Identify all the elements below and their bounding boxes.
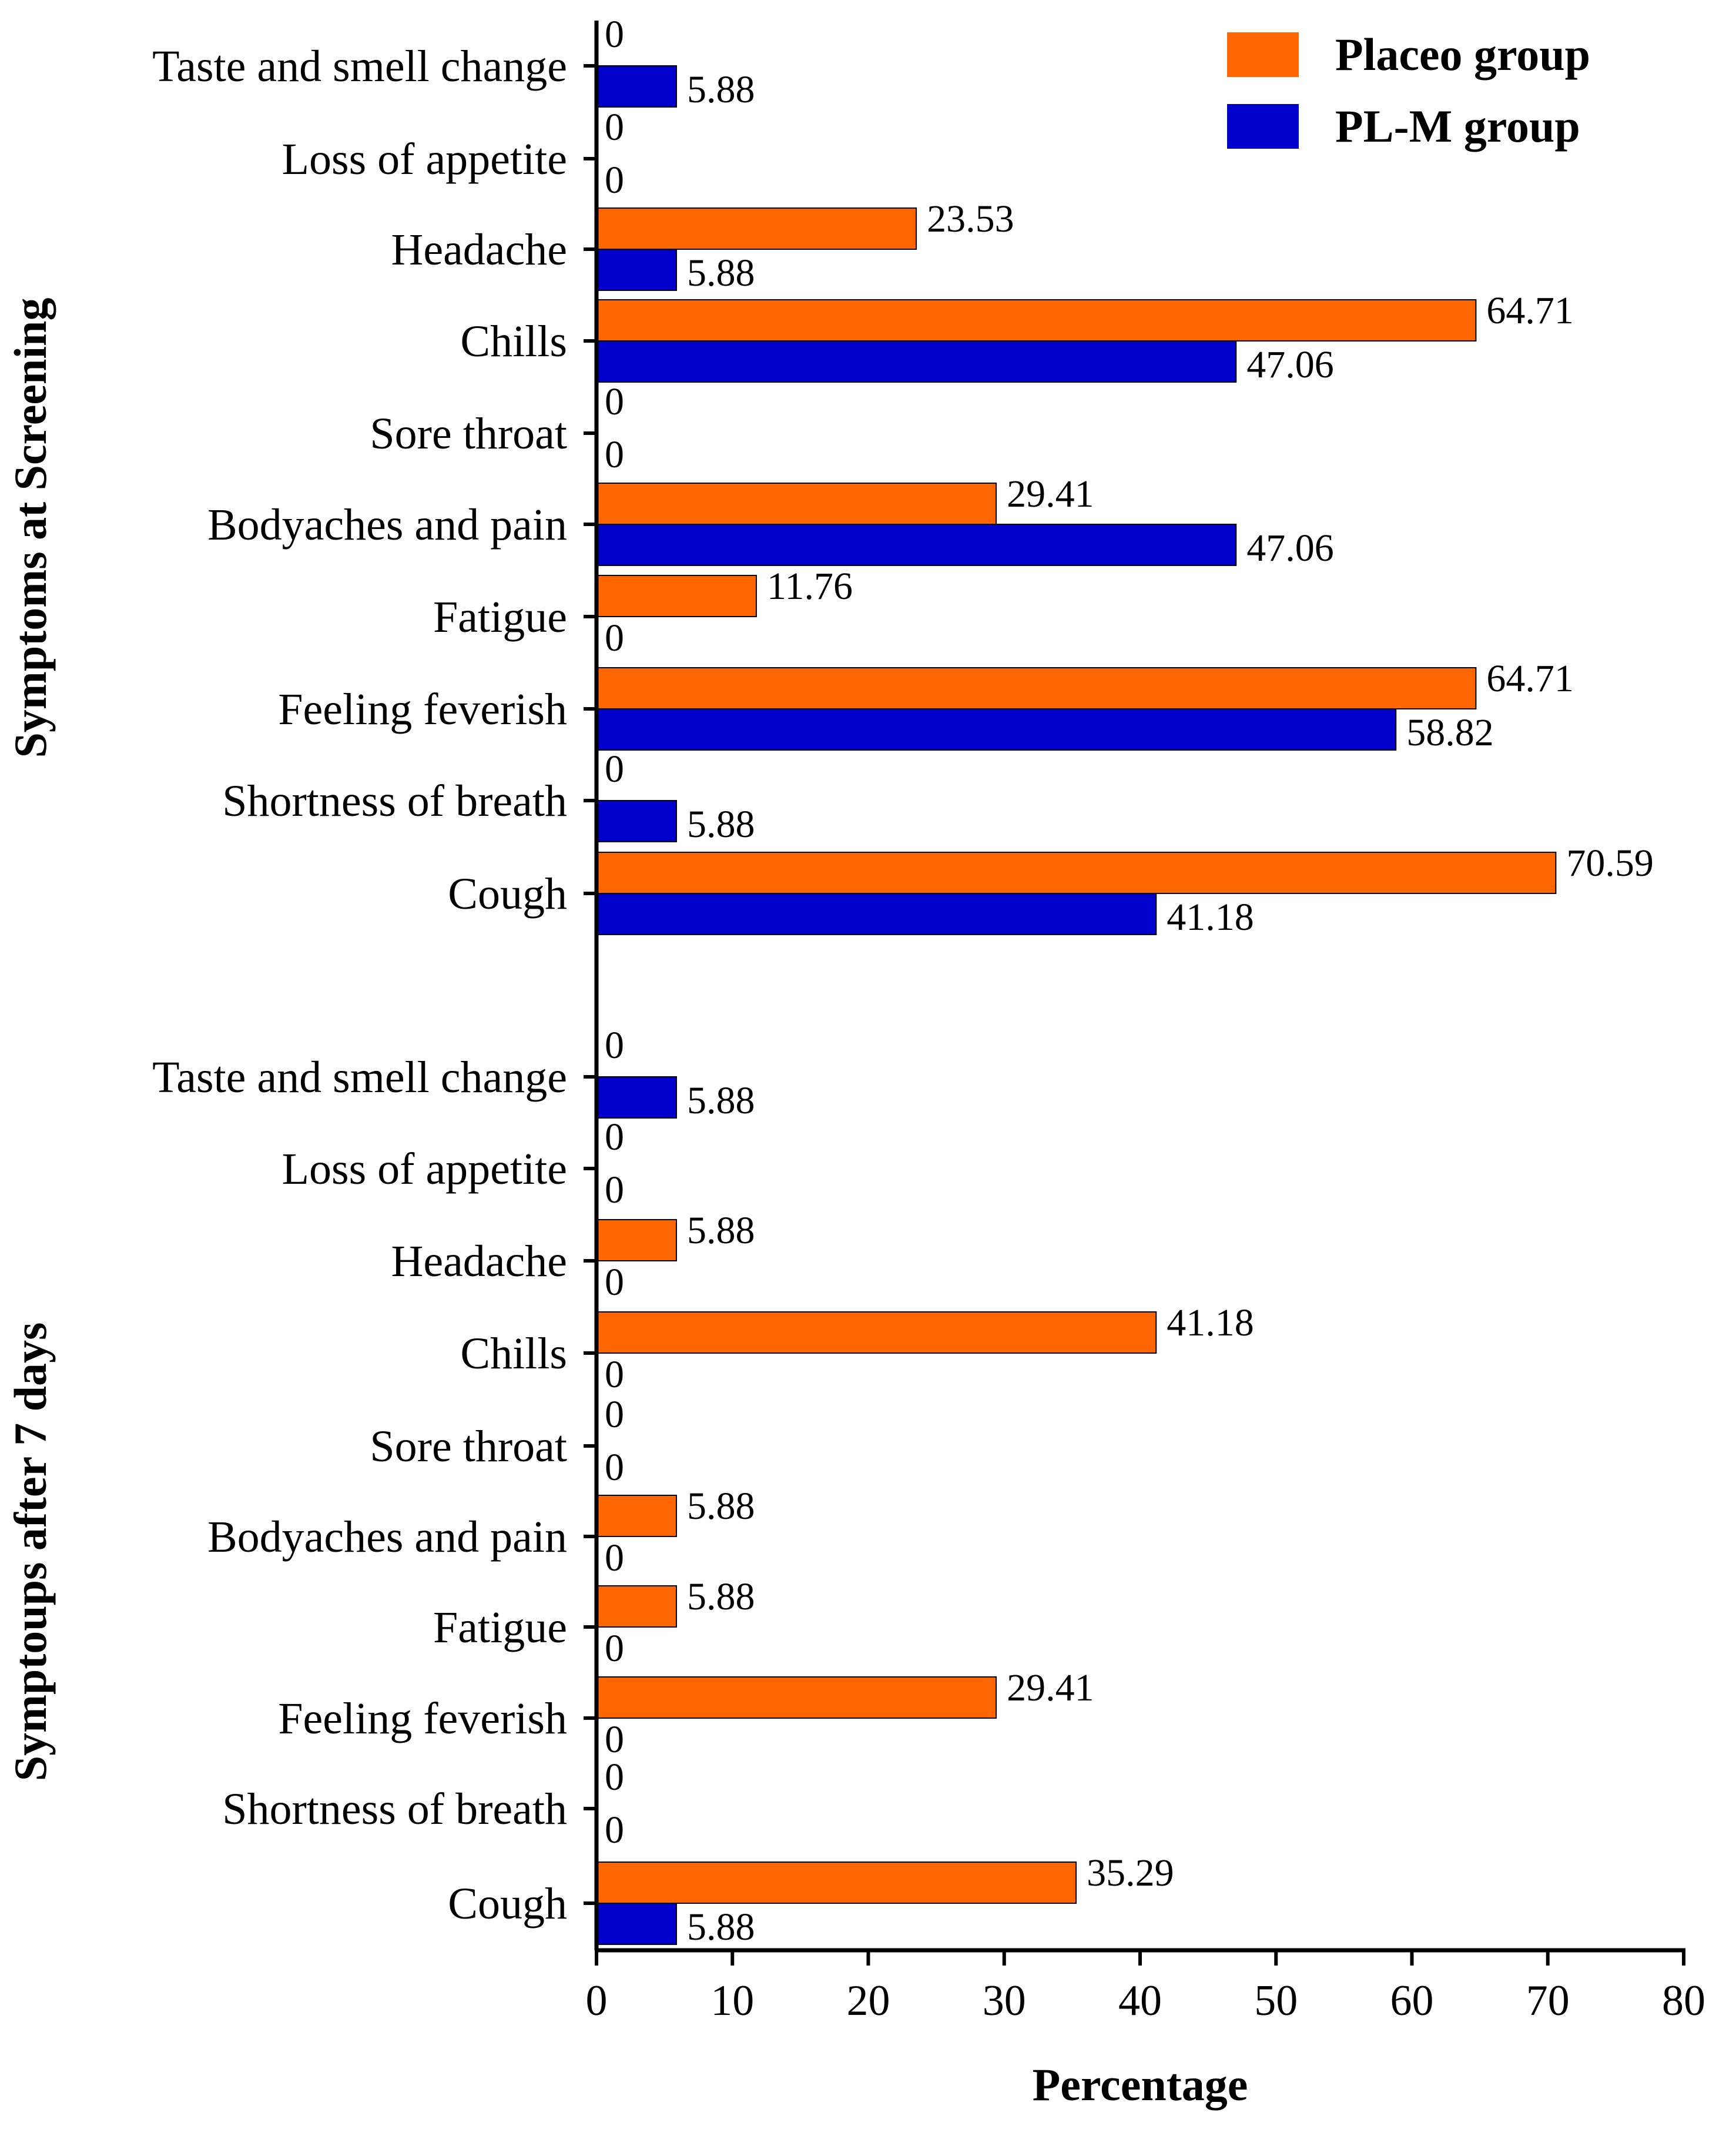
value-label-plm-2-loss-of-appetite: 0 [605, 1169, 624, 1211]
x-tick-label-20: 20 [847, 1977, 890, 2025]
bar-plm-2-taste-and-smell-change [596, 1076, 677, 1119]
category-label-2-fatigue: Fatigue [433, 1603, 567, 1652]
value-label-plm-1-shortness-of-breath: 5.88 [687, 803, 755, 846]
category-label-1-cough: Cough [448, 869, 567, 919]
bar-placebo-1-headache [596, 207, 917, 250]
bar-placebo-1-chills [596, 299, 1477, 342]
category-label-2-taste-and-smell-change: Taste and smell change [152, 1053, 567, 1102]
category-label-1-taste-and-smell-change: Taste and smell change [152, 42, 567, 91]
category-label-1-loss-of-appetite: Loss of appetite [282, 135, 567, 184]
value-label-placebo-2-chills: 41.18 [1167, 1301, 1254, 1344]
bar-placebo-2-bodyaches-and-pain [596, 1495, 677, 1537]
bar-placebo-2-headache [596, 1219, 677, 1261]
legend-swatch-placebo [1227, 32, 1299, 77]
category-label-1-bodyaches-and-pain: Bodyaches and pain [207, 500, 567, 550]
bar-plm-1-cough [596, 893, 1157, 935]
x-tick-label-10: 10 [711, 1977, 754, 2025]
bar-placebo-2-fatigue [596, 1585, 677, 1628]
value-label-plm-1-sore-throat: 0 [605, 433, 624, 476]
category-label-1-sore-throat: Sore throat [370, 409, 567, 458]
category-label-2-loss-of-appetite: Loss of appetite [282, 1144, 567, 1194]
x-tick-label-60: 60 [1390, 1977, 1434, 2025]
value-label-placebo-2-sore-throat: 0 [605, 1393, 624, 1436]
value-label-placebo-2-loss-of-appetite: 0 [605, 1116, 624, 1159]
category-label-2-headache: Headache [391, 1237, 567, 1286]
bar-placebo-1-fatigue [596, 575, 757, 617]
value-label-plm-2-feeling-feverish: 0 [605, 1718, 624, 1761]
value-label-plm-2-taste-and-smell-change: 5.88 [687, 1079, 755, 1122]
value-label-plm-1-headache: 5.88 [687, 252, 755, 294]
x-tick-label-40: 40 [1118, 1977, 1162, 2025]
value-label-plm-2-cough: 5.88 [687, 1906, 755, 1948]
value-label-placebo-2-feeling-feverish: 29.41 [1007, 1666, 1094, 1709]
value-label-placebo-2-taste-and-smell-change: 0 [605, 1024, 624, 1067]
value-label-placebo-2-headache: 5.88 [687, 1209, 755, 1252]
value-label-placebo-1-shortness-of-breath: 0 [605, 748, 624, 791]
x-tick-label-30: 30 [983, 1977, 1026, 2025]
value-label-placebo-2-fatigue: 5.88 [687, 1575, 755, 1618]
value-label-plm-2-bodyaches-and-pain: 0 [605, 1536, 624, 1579]
bar-plm-1-chills [596, 340, 1237, 383]
value-label-placebo-1-chills: 64.71 [1486, 289, 1574, 332]
category-label-1-headache: Headache [391, 225, 567, 274]
value-label-placebo-1-bodyaches-and-pain: 29.41 [1007, 473, 1094, 515]
value-label-placebo-1-cough: 70.59 [1566, 842, 1654, 885]
category-label-2-cough: Cough [448, 1879, 567, 1929]
value-label-placebo-1-headache: 23.53 [927, 197, 1014, 240]
category-label-1-fatigue: Fatigue [433, 592, 567, 642]
value-label-placebo-2-bodyaches-and-pain: 5.88 [687, 1485, 755, 1528]
value-label-plm-1-cough: 41.18 [1167, 896, 1254, 939]
value-label-plm-1-loss-of-appetite: 0 [605, 159, 624, 202]
bar-placebo-2-feeling-feverish [596, 1676, 997, 1719]
value-label-plm-2-shortness-of-breath: 0 [605, 1809, 624, 1852]
value-label-placebo-1-taste-and-smell-change: 0 [605, 13, 624, 56]
value-label-plm-1-taste-and-smell-change: 5.88 [687, 68, 755, 111]
bar-placebo-2-chills [596, 1311, 1157, 1354]
category-label-2-sore-throat: Sore throat [370, 1422, 567, 1471]
bar-plm-1-headache [596, 249, 677, 291]
category-label-2-chills: Chills [460, 1329, 567, 1378]
value-label-plm-1-fatigue: 0 [605, 617, 624, 659]
category-label-2-bodyaches-and-pain: Bodyaches and pain [207, 1512, 567, 1562]
legend-label-plm: PL-M group [1335, 101, 1580, 152]
x-tick-label-70: 70 [1526, 1977, 1570, 2025]
category-label-2-feeling-feverish: Feeling feverish [278, 1694, 567, 1743]
bar-placebo-1-bodyaches-and-pain [596, 483, 997, 525]
category-label-1-feeling-feverish: Feeling feverish [278, 685, 567, 734]
y-axis-title-2: Symptoups after 7 days [5, 1323, 56, 1782]
bar-placebo-1-feeling-feverish [596, 667, 1477, 709]
bar-placebo-1-cough [596, 852, 1557, 894]
value-label-plm-2-headache: 0 [605, 1261, 624, 1304]
category-label-2-shortness-of-breath: Shortness of breath [222, 1785, 567, 1834]
x-tick-label-80: 80 [1662, 1977, 1705, 2025]
y-axis-title-1: Symptoms at Screening [5, 298, 56, 758]
bar-plm-2-cough [596, 1903, 677, 1945]
value-label-plm-2-sore-throat: 0 [605, 1446, 624, 1489]
bar-plm-1-bodyaches-and-pain [596, 524, 1237, 566]
value-label-plm-2-fatigue: 0 [605, 1627, 624, 1670]
value-label-placebo-1-feeling-feverish: 64.71 [1486, 657, 1574, 700]
value-label-plm-1-bodyaches-and-pain: 47.06 [1246, 527, 1334, 570]
bar-plm-1-feeling-feverish [596, 708, 1397, 751]
bar-plm-1-taste-and-smell-change [596, 65, 677, 108]
legend-label-placebo: Placeo group [1335, 29, 1590, 80]
x-tick-label-50: 50 [1254, 1977, 1298, 2025]
value-label-placebo-2-shortness-of-breath: 0 [605, 1756, 624, 1799]
value-label-plm-2-chills: 0 [605, 1353, 624, 1396]
category-label-1-shortness-of-breath: Shortness of breath [222, 776, 567, 826]
value-label-placebo-2-cough: 35.29 [1087, 1852, 1174, 1894]
x-tick-label-0: 0 [586, 1977, 608, 2025]
x-axis-title: Percentage [1033, 2059, 1248, 2110]
category-label-1-chills: Chills [460, 317, 567, 366]
value-label-plm-1-chills: 47.06 [1246, 343, 1334, 386]
legend-swatch-plm [1227, 104, 1299, 149]
value-label-placebo-1-loss-of-appetite: 0 [605, 106, 624, 149]
bar-placebo-2-cough [596, 1862, 1077, 1904]
value-label-placebo-1-fatigue: 11.76 [767, 565, 853, 608]
bar-plm-1-shortness-of-breath [596, 800, 677, 842]
value-label-plm-1-feeling-feverish: 58.82 [1406, 711, 1494, 754]
value-label-placebo-1-sore-throat: 0 [605, 380, 624, 423]
